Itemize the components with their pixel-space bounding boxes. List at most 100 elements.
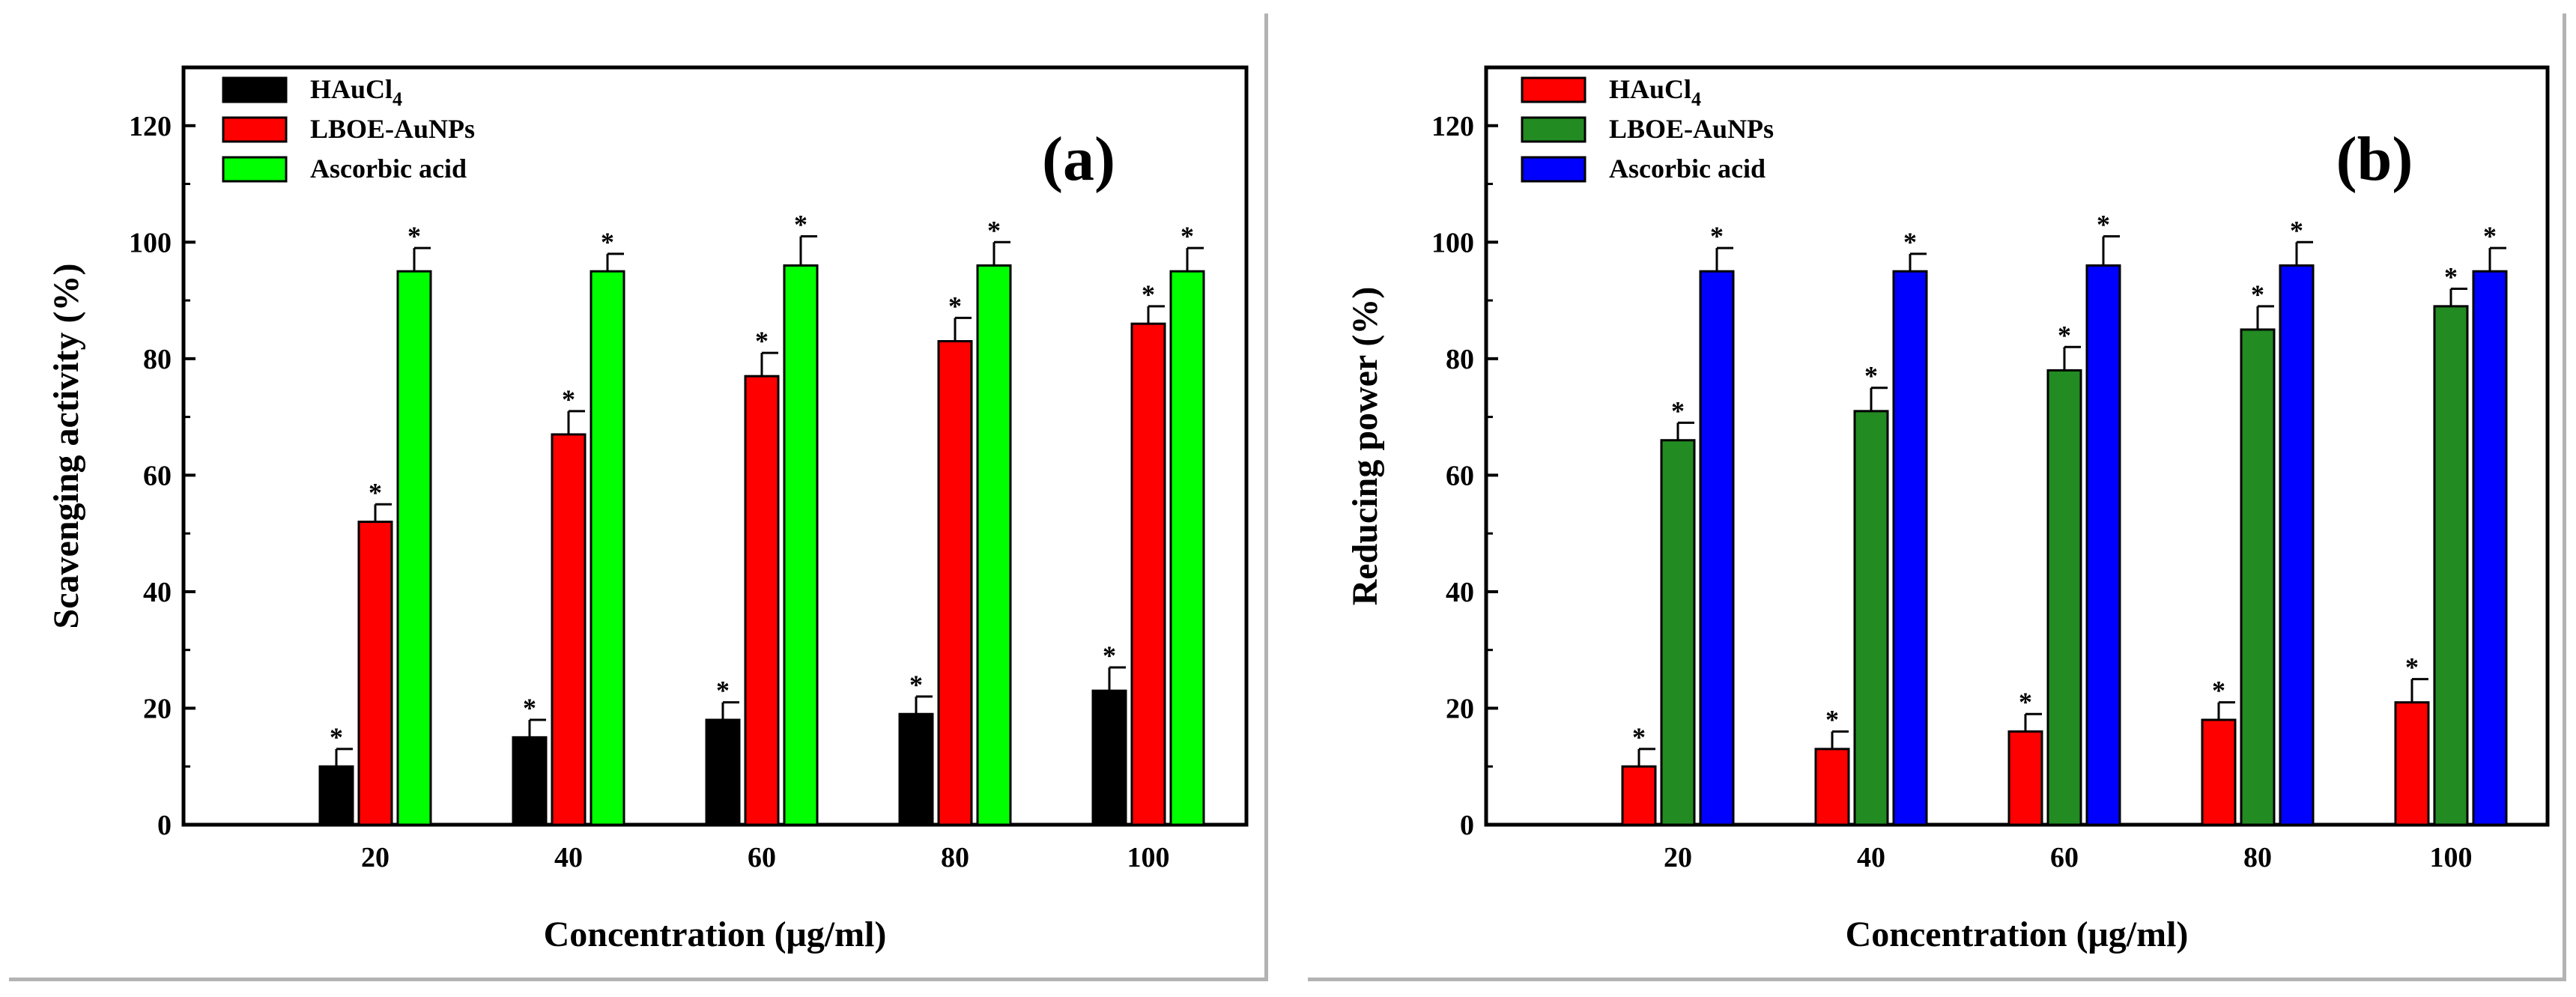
chart-b-legend-subscript: 4 (1691, 88, 1701, 110)
chart-a-significance-marker: * (716, 676, 730, 706)
chart-a-x-tick-label: 60 (748, 842, 776, 873)
chart-b-bar (2279, 264, 2315, 826)
chart-b-bar (2201, 718, 2237, 826)
chart-a-bar (937, 340, 973, 826)
chart-a-bar (976, 264, 1012, 826)
chart-b-x-tick-label: 80 (2243, 842, 2272, 873)
chart-a-significance-marker: * (909, 670, 923, 700)
chart-a-significance-marker: * (1181, 221, 1194, 251)
chart-a-y-tick-label: 80 (143, 344, 172, 375)
chart-a-y-axis-title: Scavenging activity (%) (46, 264, 86, 629)
chart-a-bar (898, 712, 934, 826)
chart-b-legend-swatch (1521, 76, 1586, 103)
chart-a-bar (1091, 689, 1127, 826)
chart-b-svg: 0 20 40 60 80 100 120 20 40 60 80 100 * * * * * * * * * * * * * *… (1345, 65, 2550, 954)
chart-b-bar (1892, 270, 1928, 826)
chart-a-bar (744, 375, 780, 826)
chart-b-legend-swatch (1521, 116, 1586, 143)
chart-a-x-axis-title: Concentration (μg/ml) (544, 915, 887, 954)
chart-b-bar (2046, 369, 2082, 826)
chart-b-legend-swatch (1521, 156, 1586, 183)
chart-a-bar (396, 270, 432, 826)
chart-b-y-tick-label: 120 (1431, 111, 1474, 142)
chart-b-y-tick-label: 20 (1446, 693, 1474, 724)
chart-a-bar (783, 264, 819, 826)
chart-b-y-tick-label: 60 (1446, 460, 1474, 491)
chart-b-significance-marker: * (2251, 279, 2264, 309)
chart-b-x-tick-label: 20 (1664, 842, 1692, 873)
chart-b-significance-marker: * (2097, 210, 2110, 240)
chart-b-y-tick-label: 0 (1460, 810, 1474, 841)
chart-a-legend-label: HAuCl4 (310, 74, 402, 110)
chart-a-panel-label: (a) (1042, 124, 1115, 194)
chart-a-y-tick-label: 20 (143, 693, 172, 724)
chart-a-significance-marker: * (369, 477, 382, 507)
chart-a-bar (705, 718, 741, 826)
chart-a-significance-marker: * (330, 722, 343, 752)
chart-a-bar (318, 765, 354, 826)
chart-b-significance-marker: * (2212, 676, 2225, 706)
chart-a-significance-marker: * (562, 384, 575, 414)
chart-a-significance-marker: * (601, 227, 614, 257)
chart-a-significance-marker: * (794, 210, 807, 240)
chart-b-y-tick-label: 80 (1446, 344, 1474, 375)
chart-b-legend-label: LBOE-AuNPs (1609, 114, 1774, 144)
chart-a-bar (512, 736, 548, 826)
chart-b-x-tick-label: 40 (1857, 842, 1885, 873)
chart-b-panel-label: (b) (2336, 124, 2413, 194)
chart-b-significance-marker: * (1710, 221, 1724, 251)
chart-a-legend-swatch (222, 76, 288, 103)
chart-a-bar (590, 270, 625, 826)
chart-b-bar (2240, 328, 2276, 826)
chart-a-y-tick-label: 60 (143, 460, 172, 491)
chart-b-bar (1814, 748, 1850, 826)
chart-b-y-tick-label: 100 (1431, 227, 1474, 258)
chart-a-legend-subscript: 4 (393, 88, 402, 110)
chart-a-y-tick-label: 100 (129, 227, 172, 258)
chart-b-x-tick-label: 100 (2430, 842, 2473, 873)
chart-a-svg: 0 20 40 60 80 100 120 20 40 60 80 100 * * * * * * * * * * * * * *… (46, 65, 1249, 954)
chart-a-significance-marker: * (948, 291, 962, 321)
chart-b-y-axis-title: Reducing power (%) (1345, 287, 1385, 606)
chart-a-legend-label: Ascorbic acid (310, 154, 467, 184)
chart-a-x-tick-label: 100 (1127, 842, 1170, 873)
chart-b-significance-marker: * (1864, 361, 1878, 391)
chart-b-legend-label: HAuCl4 (1609, 74, 1701, 110)
chart-b-significance-marker: * (1825, 705, 1839, 735)
chart-a-x-tick-label: 80 (941, 842, 969, 873)
chart-a-bar (1169, 270, 1205, 826)
chart-b-significance-marker: * (2405, 652, 2419, 682)
chart-a-significance-marker: * (1142, 279, 1155, 309)
chart-a-significance-marker: * (523, 693, 536, 723)
chart-b-bar (2472, 270, 2508, 826)
chart-a-y-tick-label: 40 (143, 577, 172, 608)
chart-b-bar (1660, 439, 1696, 826)
chart-b-bar (1699, 270, 1735, 826)
chart-b-x-axis-title: Concentration (μg/ml) (1846, 915, 2189, 954)
chart-a-legend-swatch (222, 116, 288, 143)
chart-a-significance-marker: * (755, 326, 769, 356)
chart-b-bar (1853, 410, 1889, 826)
chart-a-significance-marker: * (1103, 640, 1116, 670)
chart-b-x-tick-label: 60 (2050, 842, 2079, 873)
chart-a-significance-marker: * (987, 215, 1001, 245)
chart-b-significance-marker: * (2058, 320, 2071, 350)
chart-b-significance-marker: * (2483, 221, 2497, 251)
chart-b-bar (2433, 305, 2469, 826)
chart-a-legend-label: LBOE-AuNPs (310, 114, 475, 144)
chart-b-significance-marker: * (2444, 262, 2458, 292)
chart-a-bar (1130, 322, 1166, 826)
chart-b-y-tick-label: 40 (1446, 577, 1474, 608)
chart-b-bar (2007, 730, 2043, 826)
chart-b-legend-label: Ascorbic acid (1609, 154, 1766, 184)
chart-a-legend-swatch (222, 156, 288, 183)
chart-b-bar (2394, 701, 2430, 826)
chart-a-y-tick-label: 0 (157, 810, 172, 841)
chart-b-significance-marker: * (2290, 215, 2303, 245)
chart-b-significance-marker: * (1903, 227, 1917, 257)
chart-a-significance-marker: * (407, 221, 421, 251)
chart-b-significance-marker: * (1671, 396, 1685, 425)
chart-panel-a: 0 20 40 60 80 100 120 20 40 60 80 100 * * * * * * * * * * * * * *… (9, 13, 1268, 981)
chart-a-bar (357, 521, 393, 826)
chart-a-x-tick-label: 20 (361, 842, 390, 873)
